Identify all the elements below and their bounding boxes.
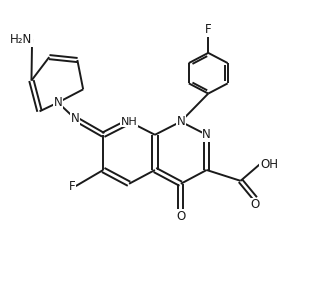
Text: N: N xyxy=(71,112,80,125)
Text: N: N xyxy=(202,128,211,141)
Text: N: N xyxy=(53,96,62,109)
Text: O: O xyxy=(250,198,260,211)
Text: F: F xyxy=(69,180,76,193)
Text: N: N xyxy=(176,115,185,128)
Text: O: O xyxy=(176,210,185,223)
Text: OH: OH xyxy=(260,158,278,170)
Text: NH: NH xyxy=(121,117,138,127)
Text: H₂N: H₂N xyxy=(10,33,32,46)
Text: F: F xyxy=(205,23,212,36)
